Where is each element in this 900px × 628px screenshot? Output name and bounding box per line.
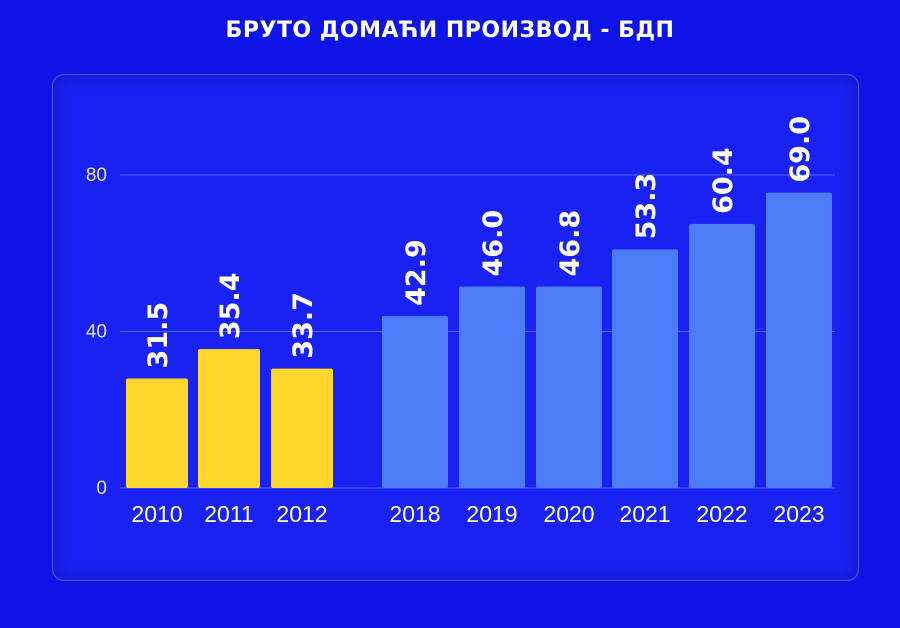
data-label: 53.3 (631, 173, 662, 240)
chart-title: БРУТО ДОМАЋИ ПРОИЗВОД - БДП (225, 18, 675, 43)
data-label: 35.4 (215, 272, 246, 339)
bar-2019 (459, 286, 525, 488)
data-label: 46.0 (478, 210, 509, 277)
bar-2010 (126, 378, 188, 488)
x-tick-label: 2022 (696, 501, 747, 527)
y-tick-label: 0 (96, 478, 107, 499)
x-tick-label: 2021 (619, 501, 670, 527)
x-tick-label: 2020 (543, 501, 594, 527)
bar-2023 (766, 192, 832, 488)
data-label: 69.0 (785, 116, 816, 183)
x-tick-label: 2011 (204, 501, 253, 527)
data-label: 60.4 (708, 147, 739, 214)
bar-2020 (536, 286, 602, 488)
bar-2012 (271, 368, 333, 488)
x-tick-label: 2023 (773, 501, 824, 527)
x-tick-label: 2019 (466, 501, 517, 527)
x-tick-label: 2010 (131, 501, 182, 527)
y-tick-label: 80 (86, 165, 107, 186)
data-label: 46.8 (555, 210, 586, 277)
bar-2011 (198, 349, 260, 488)
y-tick-label: 40 (86, 322, 107, 343)
data-label: 33.7 (288, 292, 319, 359)
data-label: 42.9 (401, 239, 432, 306)
data-label: 31.5 (143, 302, 174, 369)
bar-2021 (612, 249, 678, 488)
bar-2022 (689, 223, 755, 488)
x-tick-label: 2018 (389, 501, 440, 527)
x-tick-label: 2012 (276, 501, 327, 527)
bar-2018 (382, 315, 448, 488)
